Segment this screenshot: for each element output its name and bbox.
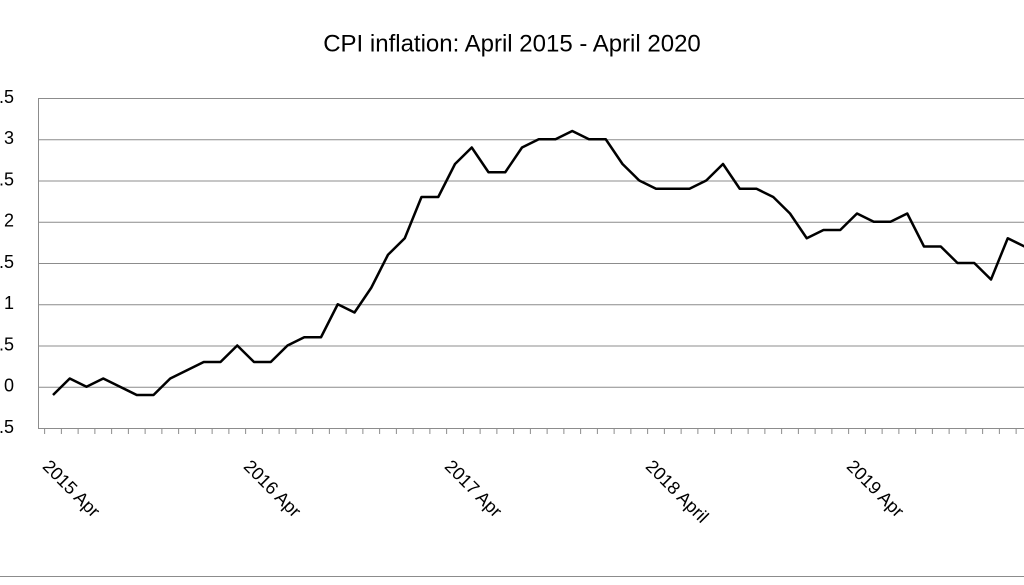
y-tick-label: 2 bbox=[4, 211, 14, 231]
x-tick-label: 2018 April bbox=[642, 456, 713, 527]
y-tick-label: 3 bbox=[4, 128, 14, 148]
x-tick-label: 2019 Apr bbox=[843, 456, 908, 521]
x-tick-label: 2017 Apr bbox=[441, 456, 506, 521]
x-tick-label: 2015 Apr bbox=[39, 456, 104, 521]
y-tick-label: 1 bbox=[4, 293, 14, 313]
chart-title: CPI inflation: April 2015 - April 2020 bbox=[323, 30, 701, 57]
y-tick-label: 0 bbox=[4, 376, 14, 396]
y-tick-label: 0.5 bbox=[0, 334, 14, 354]
y-tick-label: 3.5 bbox=[0, 87, 14, 107]
y-tick-label: 2.5 bbox=[0, 169, 14, 189]
x-tick-label: 2016 Apr bbox=[240, 456, 305, 521]
y-tick-label: -0.5 bbox=[0, 417, 14, 437]
y-tick-label: 1.5 bbox=[0, 252, 14, 272]
data-line bbox=[52, 129, 1024, 397]
